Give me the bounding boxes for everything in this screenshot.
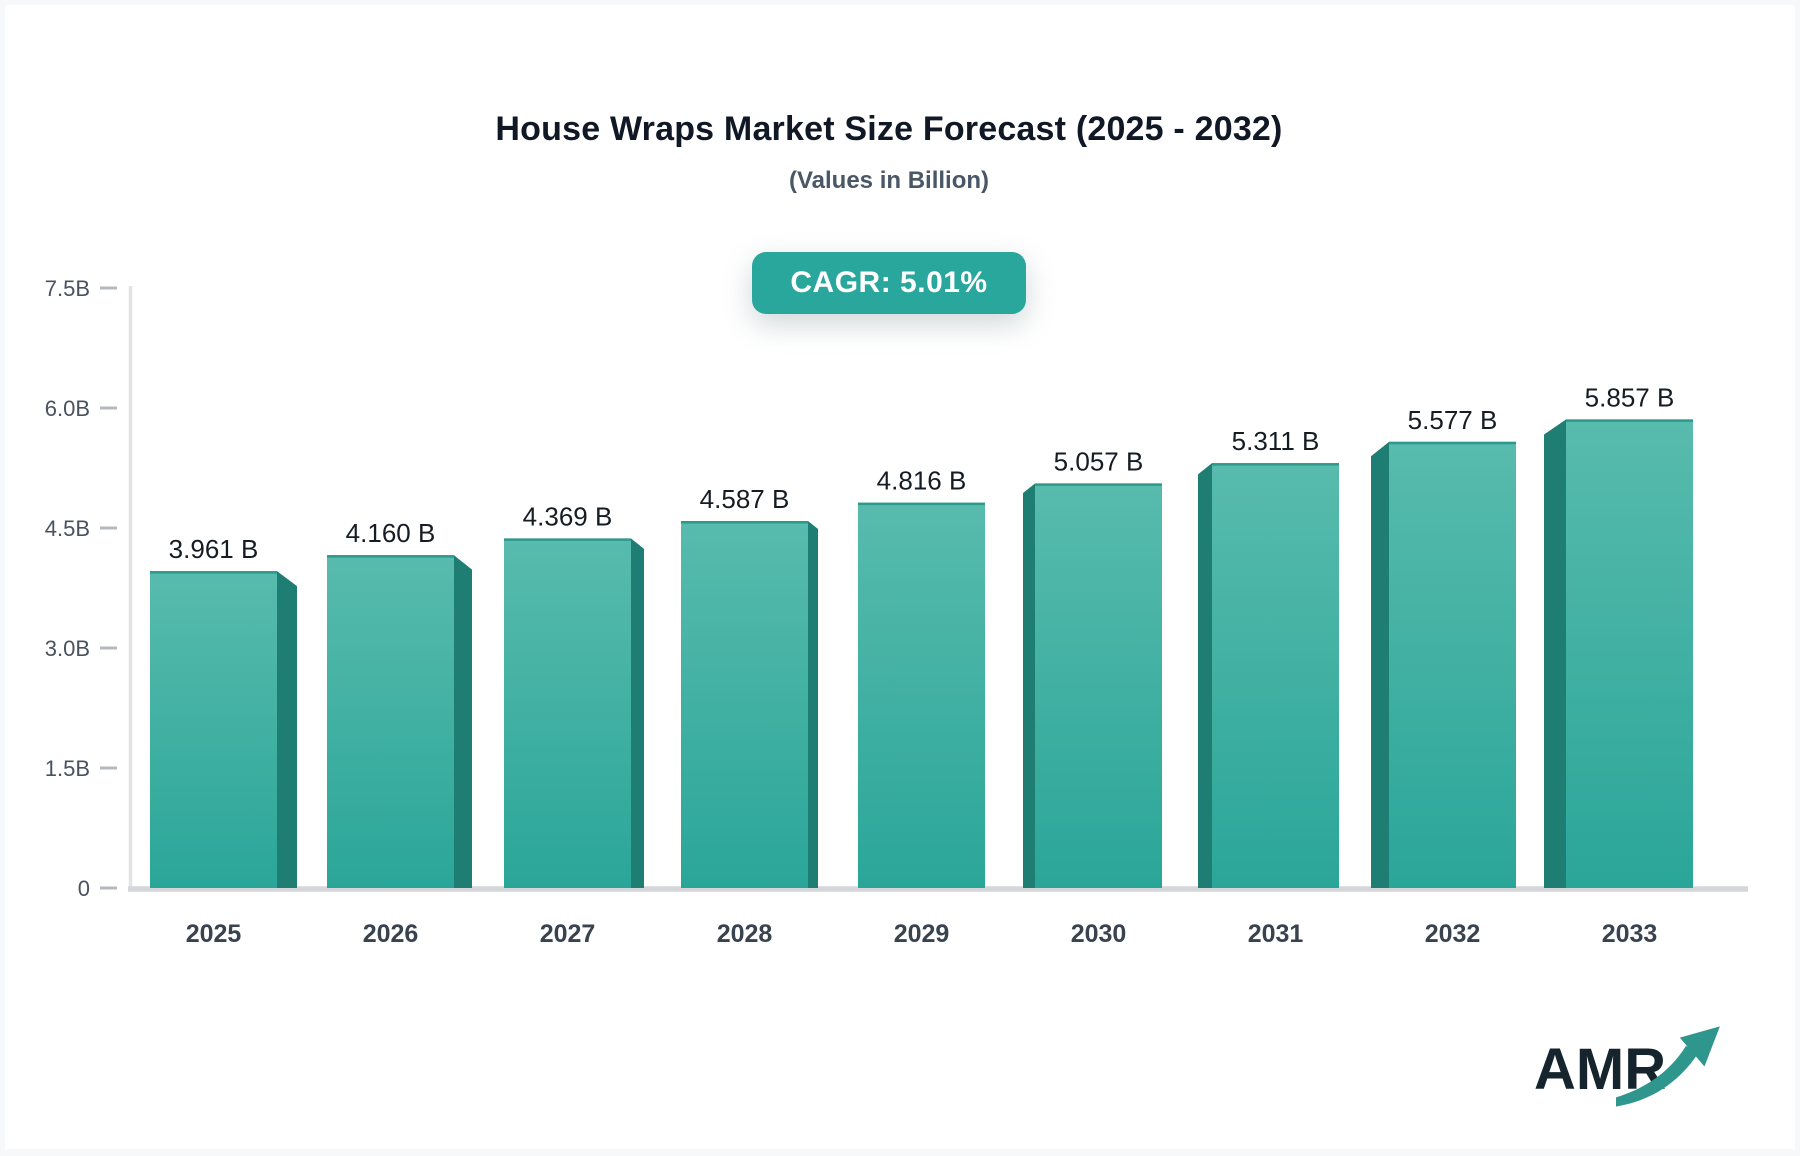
bars-layer: [150, 419, 1693, 888]
growth-arrow-icon: [1616, 1026, 1720, 1107]
bar-value-label: 4.160 B: [346, 518, 436, 548]
x-tick-label: 2031: [1248, 920, 1304, 948]
amr-logo: AMR: [1534, 1026, 1724, 1118]
bar-value-label: 5.577 B: [1408, 405, 1498, 435]
bar-value-label: 4.816 B: [877, 466, 967, 496]
bar-value-label: 5.311 B: [1232, 426, 1320, 456]
bar-side-face: [1198, 463, 1212, 888]
y-tick-label: 7.5B: [45, 276, 90, 301]
y-tick-label: 4.5B: [45, 516, 90, 541]
y-tick-label: 6.0B: [45, 396, 90, 421]
bar-side-face: [454, 555, 472, 888]
x-tick-label: 2029: [894, 920, 950, 948]
x-tick-label: 2027: [540, 920, 596, 948]
x-tick-label: 2033: [1602, 920, 1658, 948]
chart-header: House Wraps Market Size Forecast (2025 -…: [0, 108, 1778, 314]
bar-2027: [504, 538, 631, 888]
bar-side-face: [631, 538, 644, 888]
bar-value-label: 5.057 B: [1054, 446, 1144, 476]
y-tick-label: 3.0B: [45, 636, 90, 661]
cagr-badge-label: CAGR: 5.01%: [790, 266, 988, 299]
x-tick-label: 2032: [1425, 920, 1481, 948]
bar-value-label: 3.961 B: [169, 534, 259, 564]
bar-value-label: 5.857 B: [1585, 382, 1675, 412]
x-tick-label: 2025: [186, 920, 242, 948]
bar-2031: [1212, 463, 1339, 888]
bar-side-face: [1371, 441, 1389, 888]
y-tick-label: 0: [78, 876, 90, 901]
bar-side-face: [1544, 419, 1566, 888]
bar-value-label: 4.587 B: [700, 484, 790, 514]
bar-value-label: 4.369 B: [523, 501, 613, 531]
bar-side-face: [808, 521, 818, 888]
bar-side-face: [1023, 483, 1035, 888]
x-tick-label: 2028: [717, 920, 773, 948]
y-tick-label: 1.5B: [45, 756, 90, 781]
axis-layer: 0 1.5B 3.0B 4.5B 6.0B 7.5B: [45, 276, 1748, 901]
bar-side-face: [277, 571, 297, 888]
bar-2030: [1035, 483, 1162, 888]
x-tick-label: 2030: [1071, 920, 1127, 948]
bar-2028: [681, 521, 808, 888]
chart-title: House Wraps Market Size Forecast (2025 -…: [495, 110, 1283, 148]
bar-2033: [1566, 419, 1693, 888]
cagr-badge: CAGR: 5.01%: [752, 252, 1026, 314]
bar-2029: [858, 502, 985, 888]
x-tick-label: 2026: [363, 920, 419, 948]
chart-subtitle: (Values in Billion): [788, 167, 990, 194]
labels-layer: 3.961 B 2025 4.160 B 2026 4.369 B 2027 4.587 B…: [169, 382, 1675, 948]
bar-2025: [150, 571, 277, 888]
bar-2032: [1389, 441, 1516, 888]
bar-2026: [327, 555, 454, 888]
